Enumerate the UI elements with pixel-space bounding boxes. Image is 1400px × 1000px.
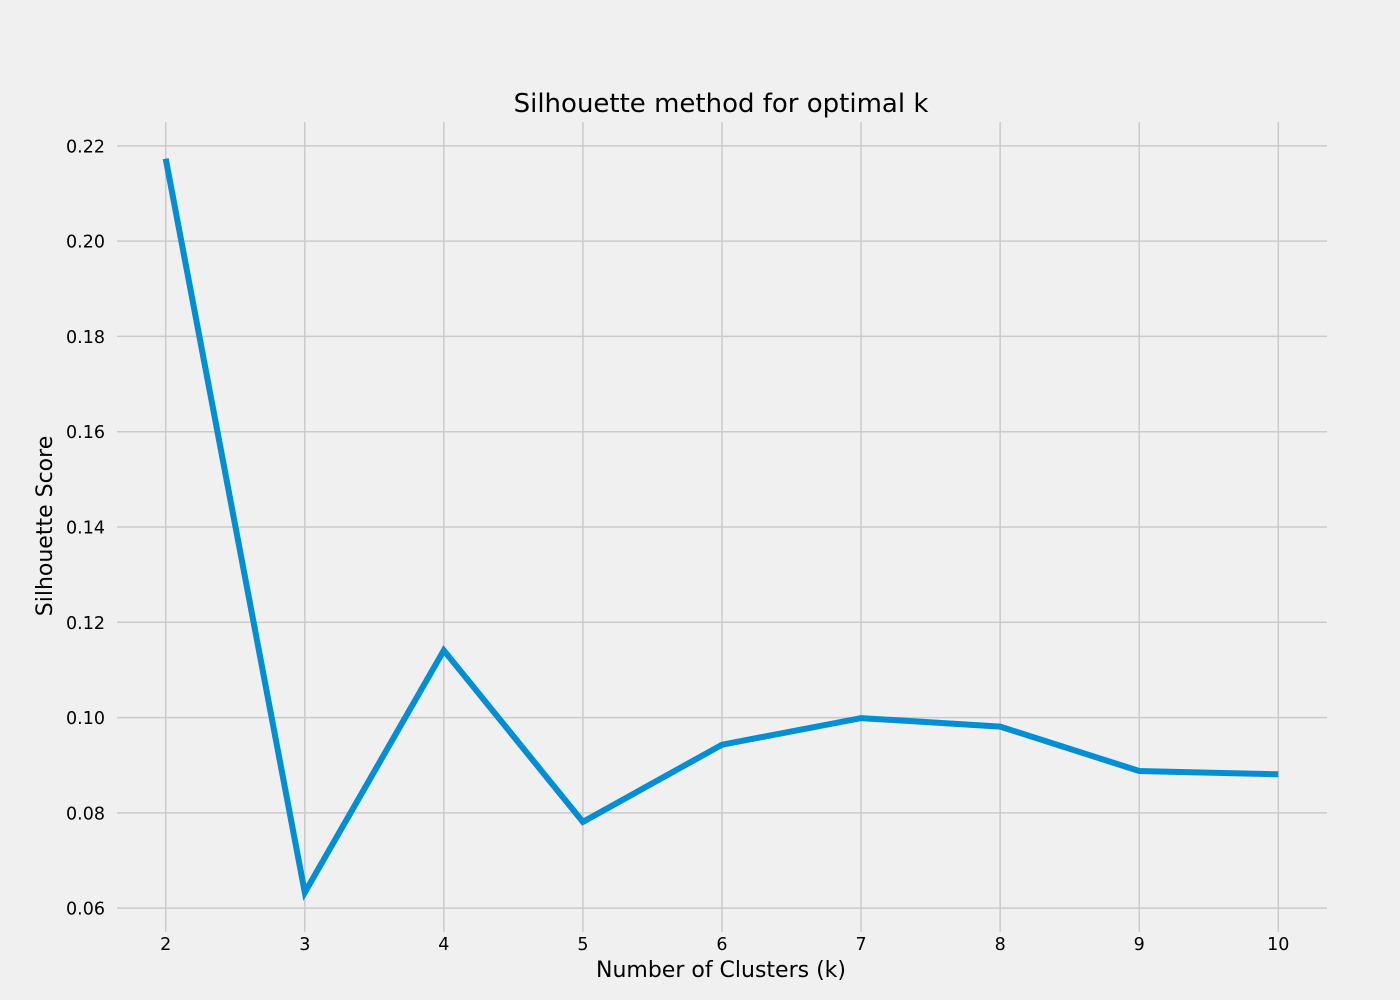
chart-title: Silhouette method for optimal k [514,89,929,119]
x-tick-label: 4 [438,935,449,955]
y-axis-label: Silhouette Score [33,436,58,616]
x-tick-label: 6 [716,935,727,955]
x-axis-label: Number of Clusters (k) [596,958,846,983]
y-tick-label: 0.18 [66,328,105,348]
x-tick-label: 9 [1134,935,1145,955]
x-tick-label: 5 [577,935,588,955]
x-tick-label: 8 [995,935,1006,955]
x-tick-label: 7 [856,935,867,955]
y-tick-label: 0.06 [66,900,105,920]
y-tick-label: 0.10 [66,709,105,729]
x-tick-label: 10 [1267,935,1289,955]
x-tick-labels: 2 3 4 5 6 7 8 9 10 [160,935,1289,955]
x-tick-label: 3 [299,935,310,955]
y-tick-labels: 0.06 0.08 0.10 0.12 0.14 0.16 0.18 0.20 0.22 [66,137,105,919]
y-tick-label: 0.16 [66,423,105,443]
y-tick-label: 0.22 [66,137,105,157]
series-line [162,158,1279,902]
series-group [162,158,1279,902]
y-tick-label: 0.08 [66,804,105,824]
x-tick-label: 2 [160,935,171,955]
y-tick-label: 0.12 [66,614,105,634]
y-tick-label: 0.20 [66,233,105,253]
y-tick-label: 0.14 [66,519,105,539]
grid [117,122,1327,932]
